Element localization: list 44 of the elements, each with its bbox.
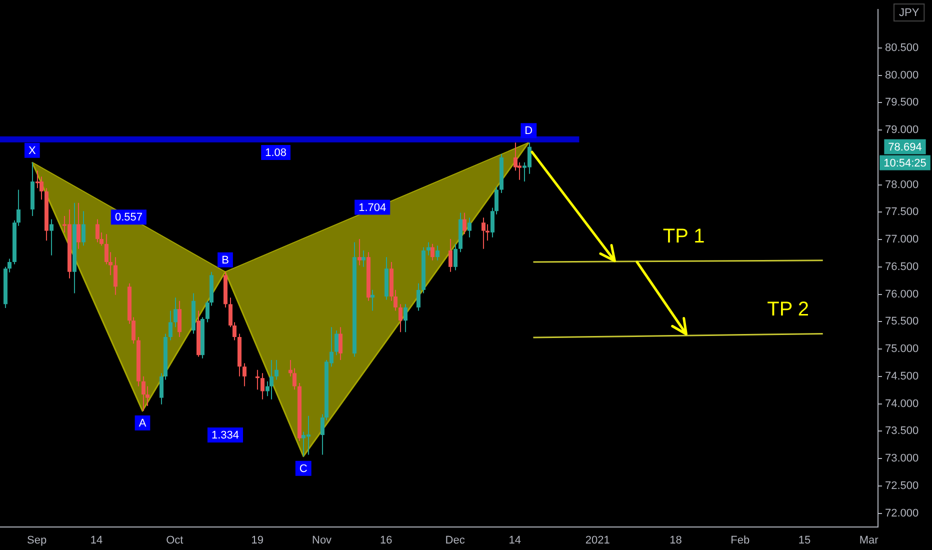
annotation: 1.704 — [358, 202, 386, 214]
x-tick-label: Oct — [166, 534, 184, 547]
x-tick-label: 15 — [798, 534, 811, 547]
y-tick-label: 78.000 — [885, 178, 919, 191]
y-tick-label: 80.500 — [885, 42, 919, 54]
annotation: X — [28, 144, 37, 157]
y-tick-label: 76.500 — [885, 260, 919, 273]
y-tick-label: 74.000 — [885, 398, 919, 410]
y-tick-label: 73.500 — [885, 425, 919, 438]
text: 10:54:25 — [884, 157, 926, 170]
annotation: C — [299, 462, 308, 475]
y-tick-label: 77.500 — [885, 206, 919, 218]
annotation: 1.08 — [265, 147, 287, 160]
x-tick-label: Mar — [859, 534, 879, 547]
x-tick-label: Nov — [312, 534, 332, 547]
x-tick-label: 16 — [380, 534, 392, 547]
x-tick-label: Dec — [445, 534, 466, 547]
y-tick-label: 76.000 — [885, 288, 919, 300]
series-label: TP 1 — [662, 226, 705, 248]
y-tick-label: 80.000 — [885, 69, 919, 82]
annotation: 1.334 — [211, 430, 240, 442]
annotation: A — [138, 417, 147, 430]
x-tick-label: Sep — [26, 534, 47, 547]
x-tick-label: Feb — [730, 534, 750, 547]
annotation: B — [222, 254, 229, 266]
y-tick-label: 75.500 — [885, 316, 919, 328]
x-tick-label: 18 — [670, 534, 682, 547]
y-tick-label: 77.000 — [885, 234, 919, 246]
x-tick-label: 2021 — [585, 534, 610, 547]
y-tick-label: 73.000 — [885, 452, 919, 465]
x-tick-label: 14 — [90, 534, 103, 547]
y-tick-label: 75.000 — [885, 343, 919, 356]
y-tick-label: 79.000 — [885, 124, 919, 136]
y-tick-label: 72.500 — [885, 480, 919, 492]
y-tick-label: 79.500 — [885, 96, 919, 109]
x-tick-label: 14 — [508, 534, 521, 547]
annotation: 0.557 — [114, 212, 142, 224]
y-axis-title: JPY — [899, 7, 920, 20]
y-tick-label: 74.500 — [885, 370, 919, 382]
annotation: D — [524, 125, 533, 138]
y-tick-label: 72.000 — [885, 507, 919, 520]
x-tick-label: 19 — [251, 534, 264, 547]
text: 78.694 — [888, 141, 922, 154]
series-label: TP 2 — [767, 298, 810, 321]
